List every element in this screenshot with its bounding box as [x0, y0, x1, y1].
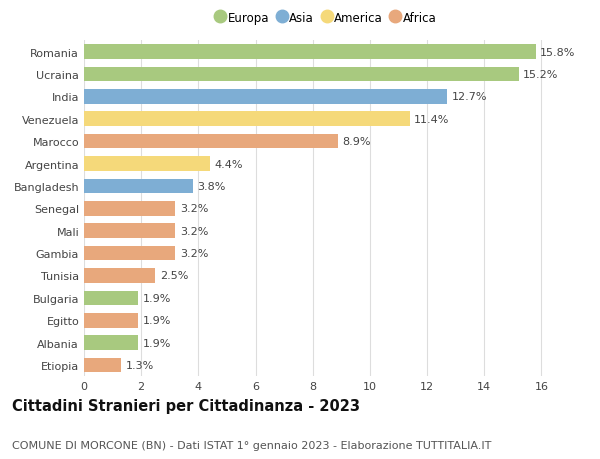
Text: 2.5%: 2.5%: [160, 271, 188, 281]
Bar: [84, 134, 338, 149]
Text: COMUNE DI MORCONE (BN) - Dati ISTAT 1° gennaio 2023 - Elaborazione TUTTITALIA.IT: COMUNE DI MORCONE (BN) - Dati ISTAT 1° g…: [12, 440, 491, 450]
Text: 15.8%: 15.8%: [540, 47, 575, 57]
Text: 3.2%: 3.2%: [180, 248, 208, 258]
Text: 1.9%: 1.9%: [143, 315, 171, 325]
Bar: [84, 202, 175, 216]
Bar: [84, 67, 518, 82]
Text: 4.4%: 4.4%: [214, 159, 242, 169]
Text: 1.9%: 1.9%: [143, 338, 171, 348]
Bar: [84, 336, 139, 350]
Text: 11.4%: 11.4%: [414, 114, 449, 124]
Bar: [84, 157, 210, 171]
Legend: Europa, Asia, America, Africa: Europa, Asia, America, Africa: [212, 7, 442, 29]
Text: 8.9%: 8.9%: [343, 137, 371, 147]
Bar: [84, 90, 447, 104]
Text: 1.9%: 1.9%: [143, 293, 171, 303]
Text: 12.7%: 12.7%: [451, 92, 487, 102]
Text: 3.2%: 3.2%: [180, 204, 208, 214]
Bar: [84, 179, 193, 194]
Bar: [84, 112, 410, 127]
Bar: [84, 269, 155, 283]
Text: Cittadini Stranieri per Cittadinanza - 2023: Cittadini Stranieri per Cittadinanza - 2…: [12, 398, 360, 413]
Bar: [84, 224, 175, 238]
Bar: [84, 45, 536, 60]
Bar: [84, 246, 175, 261]
Text: 3.2%: 3.2%: [180, 226, 208, 236]
Bar: [84, 313, 139, 328]
Bar: [84, 358, 121, 372]
Text: 15.2%: 15.2%: [523, 70, 558, 80]
Text: 1.3%: 1.3%: [125, 360, 154, 370]
Bar: [84, 291, 139, 305]
Text: 3.8%: 3.8%: [197, 181, 225, 191]
